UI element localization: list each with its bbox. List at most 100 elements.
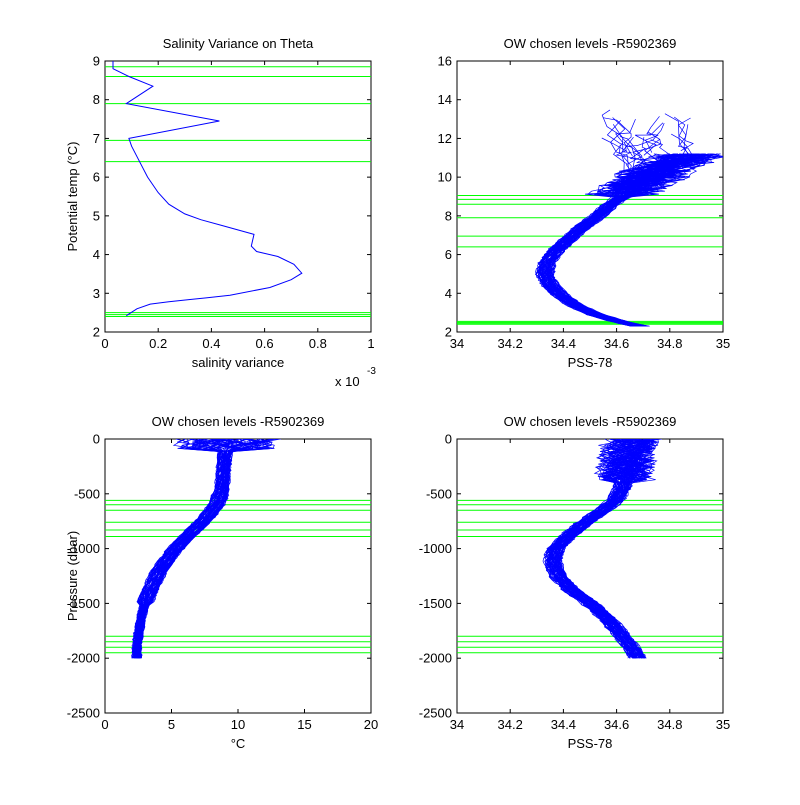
profile-line xyxy=(139,439,272,659)
profile-line xyxy=(134,439,238,659)
profile-line xyxy=(131,439,221,659)
profile-line xyxy=(132,439,224,659)
profile-line xyxy=(138,439,269,659)
chart-title: OW chosen levels -R5902369 xyxy=(152,414,325,429)
x-tick-label: 34 xyxy=(450,336,464,351)
x-tick-label: 15 xyxy=(297,717,311,732)
profile-bundle xyxy=(542,439,662,659)
y-tick-label: 16 xyxy=(438,54,452,69)
profile-line xyxy=(137,439,250,659)
profile-line xyxy=(138,439,273,659)
x-tick-label: 10 xyxy=(231,717,245,732)
panel-temperature-pressure: 0 5 10 15 20 -2500 -2000 -1500 -1000 -500 0 OW chos… xyxy=(65,414,378,751)
y-tick-label: 9 xyxy=(93,54,100,69)
y-axis-label: Potential temp (°C) xyxy=(65,142,80,252)
y-tick-label: -500 xyxy=(426,486,452,501)
x-axis-label: PSS-78 xyxy=(568,736,613,751)
profile-line xyxy=(137,439,258,659)
y-tick-label: 0 xyxy=(445,432,452,447)
profile-line xyxy=(629,137,647,169)
profile-line xyxy=(668,133,688,169)
profile-line xyxy=(664,113,691,158)
y-tick-label: -2500 xyxy=(67,706,100,721)
axes-frame xyxy=(456,60,724,333)
x-tick-label: 0.8 xyxy=(309,336,327,351)
profile-line xyxy=(619,136,643,176)
profile-line xyxy=(138,439,261,659)
y-tick-label: 12 xyxy=(438,131,452,146)
profile-line xyxy=(138,439,266,659)
variance-line xyxy=(112,61,303,317)
profile-line xyxy=(137,439,263,659)
x-tick-label: 34.8 xyxy=(657,717,682,732)
panel-salinity-pressure: 34 34.2 34.4 34.6 34.8 35 -2500 -2000 -1500 -1000… xyxy=(419,414,730,751)
profile-line xyxy=(549,153,716,327)
x-tick-label: 0.6 xyxy=(256,336,274,351)
y-tick-label: 2 xyxy=(445,325,452,340)
x-tick-label: 34.4 xyxy=(551,717,576,732)
x-tick-label: 0 xyxy=(101,717,108,732)
profile-line xyxy=(645,116,660,153)
profile-line xyxy=(548,153,703,327)
profile-line xyxy=(137,439,262,659)
profile-line xyxy=(548,439,636,659)
profile-line xyxy=(545,153,700,327)
y-tick-label: 0 xyxy=(93,432,100,447)
profile-line xyxy=(554,439,649,659)
profile-line xyxy=(537,153,691,327)
chart-title: OW chosen levels -R5902369 xyxy=(504,36,677,51)
profile-line xyxy=(548,439,636,659)
chart-title: Salinity Variance on Theta xyxy=(163,36,314,51)
profile-line xyxy=(601,109,624,152)
x-tick-label: 34.8 xyxy=(657,336,682,351)
y-tick-label: -1500 xyxy=(419,596,452,611)
y-axis-label: Pressure (dbar) xyxy=(65,531,80,621)
profile-line xyxy=(139,439,259,659)
x-tick-label: 20 xyxy=(364,717,378,732)
profile-line xyxy=(555,439,653,659)
y-tick-label: 8 xyxy=(445,208,452,223)
profile-line xyxy=(602,117,633,157)
profile-line xyxy=(137,439,261,659)
x-tick-label: 0 xyxy=(101,336,108,351)
profile-line xyxy=(545,439,634,659)
x-tick-label: 34.6 xyxy=(604,336,629,351)
x-tick-label: 34.2 xyxy=(498,336,523,351)
y-tick-label: -2000 xyxy=(67,651,100,666)
x-tick-label: 1 xyxy=(367,336,374,351)
y-tick-label: -2000 xyxy=(419,651,452,666)
profile-line xyxy=(632,139,662,171)
y-tick-label: -1000 xyxy=(67,541,100,556)
axes-frame xyxy=(104,438,372,714)
profile-line xyxy=(641,131,661,168)
profile-line xyxy=(621,136,634,173)
profile-line xyxy=(138,439,270,659)
y-tick-label: -1500 xyxy=(67,596,100,611)
profile-line xyxy=(610,117,629,169)
y-tick-label: 6 xyxy=(445,247,452,262)
profile-line xyxy=(634,122,664,156)
profile-line xyxy=(138,439,262,659)
profile-line xyxy=(137,439,254,659)
panel-salinity-variance: 0 0.2 0.4 0.6 0.8 1 2 3 4 5 6 7 8 9 Salinity Variance … xyxy=(65,36,376,389)
y-tick-label: 7 xyxy=(93,131,100,146)
y-tick-label: 6 xyxy=(93,170,100,185)
profile-line xyxy=(137,439,254,659)
profile-line xyxy=(612,118,636,165)
profile-line xyxy=(139,439,274,659)
profile-line xyxy=(138,439,281,659)
y-tick-label: 5 xyxy=(93,208,100,223)
x-tick-label: 34 xyxy=(450,717,464,732)
profile-line xyxy=(619,144,650,177)
axes-frame xyxy=(104,60,372,333)
axes-frame xyxy=(456,438,724,714)
x-axis-label: PSS-78 xyxy=(568,355,613,370)
profile-line xyxy=(138,439,271,659)
x-axis-label: salinity variance xyxy=(192,355,285,370)
profile-line xyxy=(137,439,263,659)
x-axis-label: °C xyxy=(231,736,246,751)
y-tick-label: 2 xyxy=(93,325,100,340)
x-tick-label: 35 xyxy=(716,336,730,351)
